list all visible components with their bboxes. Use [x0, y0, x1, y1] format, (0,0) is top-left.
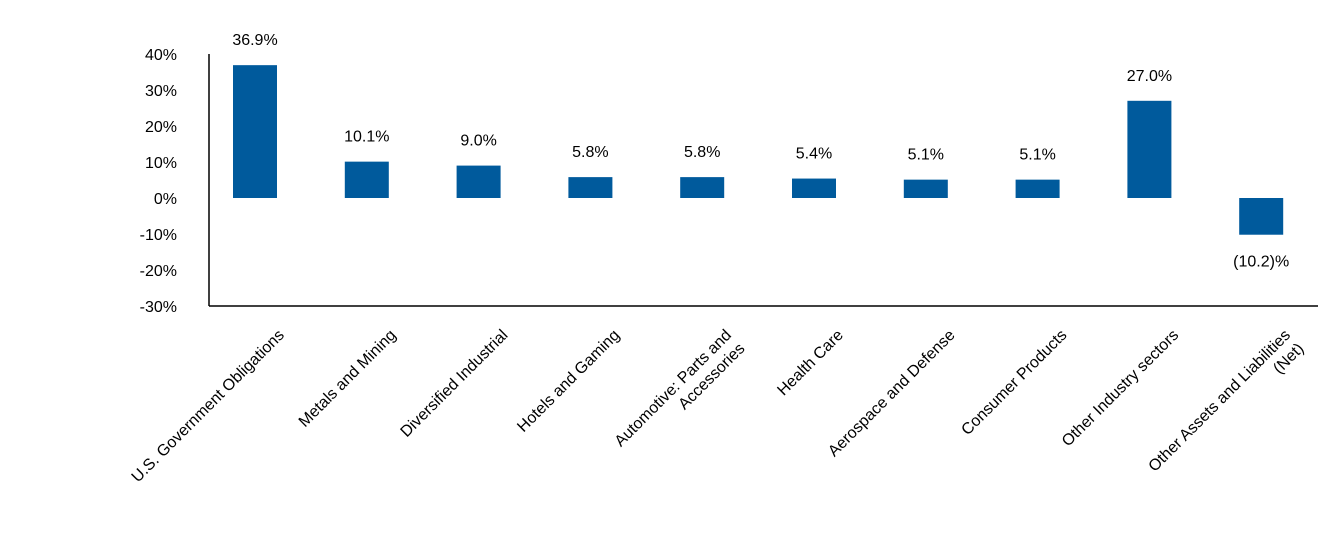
bar [680, 177, 725, 198]
bar [344, 161, 389, 198]
data-label: 27.0% [1127, 68, 1172, 85]
y-tick-label: -20% [140, 263, 177, 280]
bar [1015, 179, 1060, 198]
x-tick-label: Aerospace and Defense [825, 327, 958, 460]
y-tick-label: 0% [154, 191, 177, 208]
data-label: 36.9% [232, 32, 277, 49]
data-label: 5.8% [572, 144, 608, 161]
category-labels: U.S. Government Obligations Metals and Mi… [129, 327, 1308, 486]
y-tick-label: 40% [145, 47, 177, 64]
data-labels: 36.9% 10.1% 9.0% 5.8% 5.8% 5.4% 5.1% 5.1% 27.0% (… [232, 32, 1289, 271]
bar [903, 179, 948, 198]
y-axis-ticks: 40% 30% 20% 10% 0% -10% -20% -30% [140, 47, 177, 316]
x-tick-label: Health Care [774, 327, 846, 399]
y-tick-label: 30% [145, 83, 177, 100]
bar [792, 178, 836, 198]
data-label: 5.8% [684, 144, 720, 161]
data-label: 9.0% [460, 133, 496, 150]
y-tick-label: 20% [145, 119, 177, 136]
x-tick-label: Hotels and Gaming [514, 327, 623, 436]
bar [1239, 198, 1284, 235]
bar [1127, 100, 1172, 198]
y-tick-label: -30% [140, 299, 177, 316]
data-label: 5.1% [908, 147, 944, 164]
x-tick-label: Metals and Mining [296, 327, 400, 431]
data-label: (10.2)% [1233, 254, 1289, 271]
data-label: 5.1% [1019, 147, 1055, 164]
bar [568, 177, 613, 198]
data-label: 5.4% [796, 146, 832, 163]
y-tick-label: -10% [140, 227, 177, 244]
x-tick-label: Other Industry sectors [1059, 327, 1182, 450]
bar [456, 165, 501, 198]
x-tick-label: Diversified Industrial [398, 327, 512, 441]
x-tick-label: Consumer Products [958, 327, 1070, 439]
x-tick-label: Automotive: Parts andAccessories [612, 327, 749, 464]
bar [233, 65, 277, 198]
x-tick-label: U.S. Government Obligations [129, 327, 288, 486]
y-tick-label: 10% [145, 155, 177, 172]
data-label: 10.1% [344, 129, 389, 146]
bars [233, 65, 1284, 235]
